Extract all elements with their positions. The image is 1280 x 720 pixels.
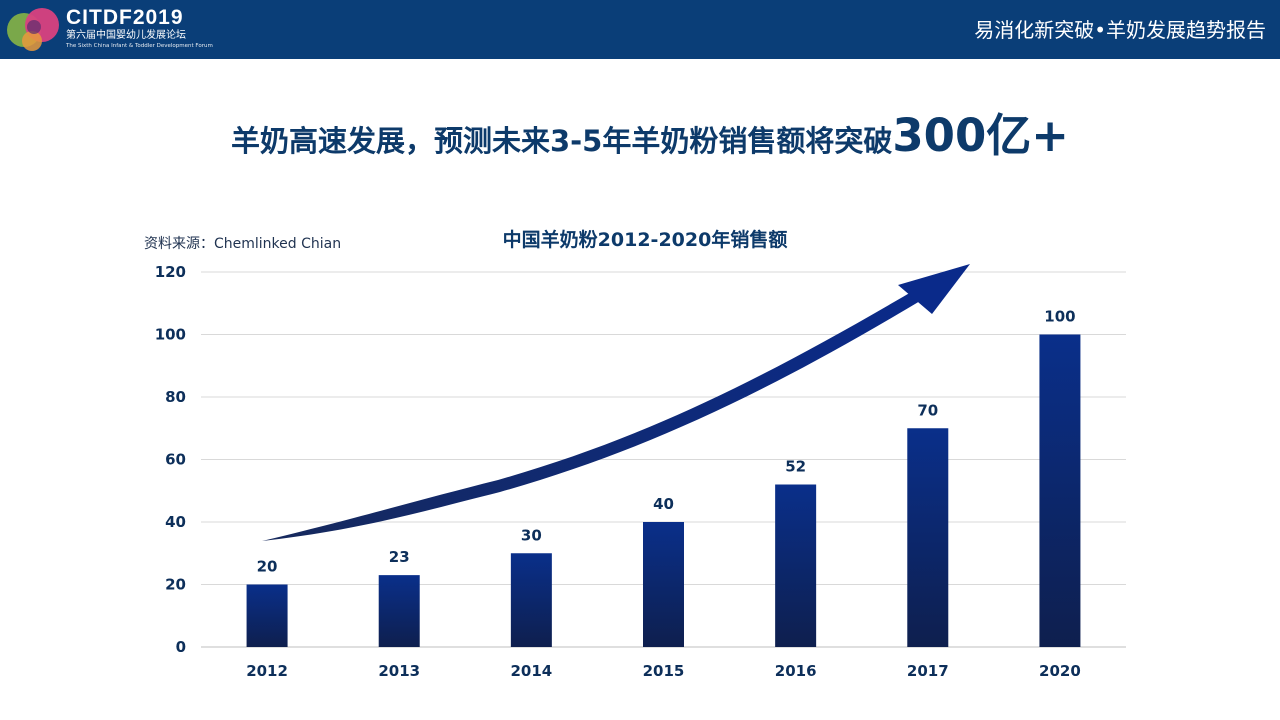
bar [378, 575, 420, 647]
forum-logo-icon [7, 8, 59, 51]
x-tick-label: 2020 [1039, 662, 1081, 680]
bar [510, 553, 552, 647]
y-tick-label: 80 [165, 388, 186, 406]
trend-arrow-icon [262, 264, 970, 541]
y-tick-label: 20 [165, 576, 186, 594]
bar [775, 484, 817, 647]
logo-subtitle: 第六届中国婴幼儿发展论坛 [66, 30, 186, 41]
data-labels: 20 23 30 40 52 70 100 [257, 308, 1076, 576]
logo-text: CITDF2019 第六届中国婴幼儿发展论坛 The Sixth China I… [66, 7, 213, 50]
x-tick-label: 2015 [643, 662, 685, 680]
x-tick-label: 2014 [510, 662, 552, 680]
logo-wordmark: CITDF2019 [66, 6, 184, 29]
source-note: 资料来源：Chemlinked Chian [144, 236, 342, 252]
header-bar: CITDF2019 第六届中国婴幼儿发展论坛 The Sixth China I… [0, 0, 1280, 59]
data-label: 70 [917, 401, 938, 419]
headline-highlight: 300亿+ [892, 109, 1070, 162]
y-tick-label: 0 [176, 638, 186, 656]
headline-text: 羊奶高速发展，预测未来3-5年羊奶粉销售额将突破 [230, 124, 893, 158]
y-tick-label: 120 [155, 263, 186, 281]
data-label: 52 [785, 458, 806, 476]
y-tick-label: 40 [165, 513, 186, 531]
y-axis-ticks: 0 20 40 60 80 100 120 [155, 263, 186, 656]
bar [907, 428, 949, 647]
report-title: 易消化新突破•羊奶发展趋势报告 [974, 18, 1266, 42]
data-label: 20 [257, 558, 278, 576]
bar [1039, 334, 1081, 647]
x-tick-label: 2017 [907, 662, 949, 680]
x-axis-ticks: 2012 2013 2014 2015 2016 2017 2020 [246, 662, 1081, 680]
chart-title: 中国羊奶粉2012-2020年销售额 [502, 229, 788, 251]
bars [246, 334, 1081, 647]
x-tick-label: 2016 [775, 662, 817, 680]
x-tick-label: 2012 [246, 662, 288, 680]
y-tick-label: 60 [165, 451, 186, 469]
data-label: 100 [1044, 308, 1075, 326]
data-label: 40 [653, 495, 674, 513]
bar [643, 522, 684, 647]
x-tick-label: 2013 [378, 662, 420, 680]
bar [246, 584, 288, 647]
page-headline: 羊奶高速发展，预测未来3-5年羊奶粉销售额将突破300亿+ [0, 108, 1280, 169]
y-tick-label: 100 [155, 326, 186, 344]
data-label: 23 [389, 548, 410, 566]
data-label: 30 [521, 526, 542, 544]
logo-english-subtitle: The Sixth China Infant & Toddler Develop… [66, 43, 213, 49]
